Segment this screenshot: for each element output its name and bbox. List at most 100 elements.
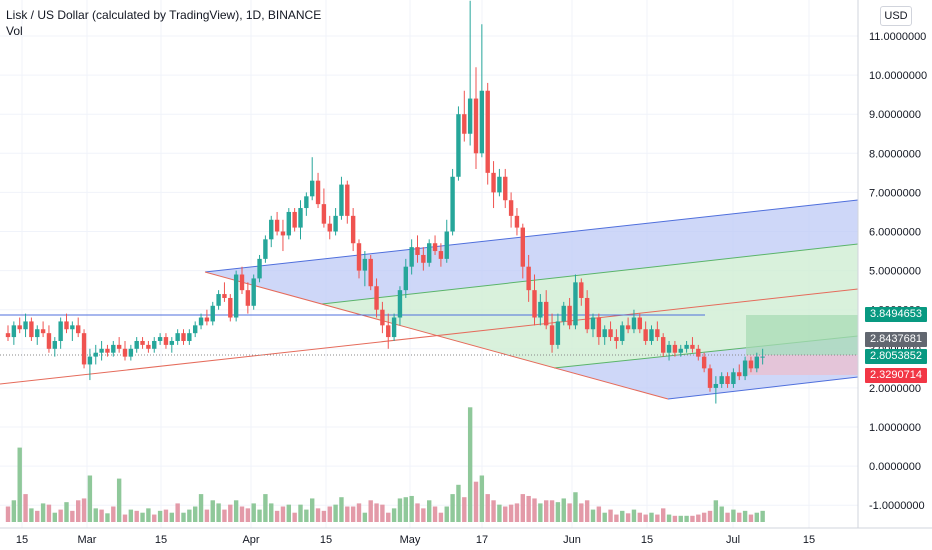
volume-bar bbox=[684, 515, 689, 522]
volume-bar bbox=[286, 504, 291, 522]
price-tick-label: 2.0000000 bbox=[869, 383, 921, 395]
channel-top-line bbox=[204, 199, 859, 273]
volume-bar bbox=[690, 515, 695, 522]
volume-bar bbox=[52, 512, 57, 522]
candle-body bbox=[58, 321, 63, 341]
candle-body bbox=[491, 172, 496, 193]
candle-body bbox=[666, 344, 672, 353]
volume-bar bbox=[678, 515, 683, 522]
volume-bar bbox=[713, 500, 719, 522]
candle-body bbox=[216, 294, 221, 306]
candle-body bbox=[386, 325, 391, 338]
candle-body bbox=[204, 317, 210, 322]
candle-body bbox=[380, 309, 385, 326]
volume-bar bbox=[292, 512, 297, 522]
volume-bar bbox=[76, 500, 81, 522]
time-tick-label: Jul bbox=[726, 534, 740, 546]
channel-bottom-line bbox=[667, 376, 859, 400]
candle-body bbox=[222, 294, 227, 298]
volume-bar bbox=[263, 494, 268, 522]
volume-bar bbox=[181, 512, 186, 522]
price-tick-label: 6.0000000 bbox=[869, 227, 921, 239]
candle-body bbox=[438, 251, 444, 259]
volume-bar bbox=[526, 495, 531, 522]
candle-body bbox=[742, 360, 748, 377]
last-price-tag: 2.8053852 bbox=[865, 349, 927, 364]
volume-bar bbox=[748, 514, 754, 522]
candle-body bbox=[187, 333, 192, 341]
price-tick-label: -1.0000000 bbox=[869, 500, 925, 512]
candle-body bbox=[503, 176, 508, 201]
candle-body bbox=[5, 333, 11, 338]
candle-body bbox=[625, 325, 631, 330]
time-tick-label: 15 bbox=[155, 534, 167, 546]
volume-bar bbox=[503, 506, 508, 522]
candle-body bbox=[99, 348, 104, 353]
candle-body bbox=[415, 247, 420, 255]
target-zone bbox=[746, 315, 858, 355]
candle-body bbox=[374, 286, 379, 310]
volume-bar bbox=[374, 503, 379, 522]
candle-body bbox=[93, 352, 98, 357]
channel-upper-fill bbox=[205, 200, 858, 304]
volume-bar bbox=[327, 506, 332, 522]
volume-bar bbox=[473, 481, 479, 522]
volume-bar bbox=[409, 495, 414, 522]
candle-body bbox=[444, 231, 449, 259]
currency-button[interactable]: USD bbox=[880, 6, 912, 26]
volume-bar bbox=[760, 510, 765, 522]
volume-bar bbox=[731, 509, 736, 522]
candle-body bbox=[678, 348, 683, 353]
volume-bar bbox=[485, 494, 490, 522]
candle-body bbox=[544, 301, 549, 326]
candle-body bbox=[146, 344, 151, 349]
candle-body bbox=[432, 243, 438, 252]
volume-bar bbox=[368, 500, 373, 522]
volume-bar bbox=[421, 508, 426, 522]
volume-bar bbox=[204, 509, 210, 522]
time-tick-label: 15 bbox=[803, 534, 815, 546]
volume-bar bbox=[23, 494, 28, 522]
volume-bar bbox=[339, 497, 344, 522]
volume-indicator-label[interactable]: Vol bbox=[6, 24, 23, 38]
candle-body bbox=[754, 356, 759, 369]
chart-title: Lisk / US Dollar (calculated by TradingV… bbox=[6, 8, 322, 22]
volume-bar bbox=[274, 510, 280, 522]
volume-bar bbox=[17, 447, 22, 522]
candle-body bbox=[181, 333, 186, 341]
candle-body bbox=[526, 266, 531, 291]
candle-body bbox=[64, 321, 69, 330]
volume-bar bbox=[590, 509, 596, 522]
candle-body bbox=[169, 340, 174, 345]
candle-body bbox=[23, 321, 28, 330]
candle-body bbox=[397, 290, 403, 318]
candle-body bbox=[362, 258, 368, 271]
volume-bar bbox=[625, 513, 631, 522]
volume-bar bbox=[614, 514, 619, 522]
volume-bar bbox=[280, 506, 286, 522]
volume-bar bbox=[584, 500, 590, 522]
candle-body bbox=[590, 317, 596, 330]
candle-body bbox=[257, 258, 262, 279]
volume-bar bbox=[350, 506, 356, 522]
time-tick-label: 15 bbox=[641, 534, 653, 546]
volume-bar bbox=[555, 502, 561, 522]
candle-body bbox=[105, 348, 110, 353]
volume-bar bbox=[397, 498, 403, 522]
candle-body bbox=[292, 211, 297, 228]
chart-drawings bbox=[0, 199, 859, 400]
volume-bar bbox=[637, 512, 642, 522]
volume-bar bbox=[520, 494, 525, 522]
volume-bar bbox=[128, 509, 134, 522]
candle-body bbox=[70, 325, 75, 330]
candle-body bbox=[584, 297, 590, 330]
candle-body bbox=[175, 333, 180, 341]
volume-bar bbox=[649, 512, 654, 522]
time-tick-label: Mar bbox=[78, 534, 97, 546]
candle-body bbox=[298, 208, 303, 228]
candle-body bbox=[128, 348, 134, 357]
volume-bar bbox=[620, 510, 625, 522]
volume-bar bbox=[438, 512, 444, 522]
volume-bar bbox=[122, 514, 128, 522]
